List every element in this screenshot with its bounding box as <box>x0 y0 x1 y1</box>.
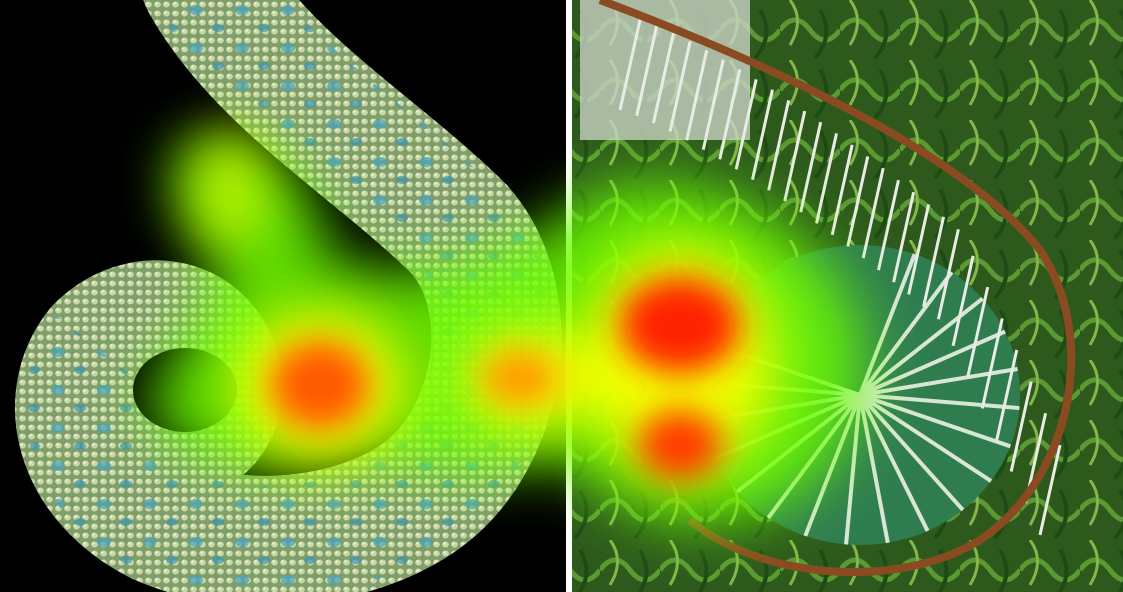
baluster <box>767 99 791 191</box>
step-edge <box>858 253 917 396</box>
baluster <box>995 349 1019 441</box>
heat-high <box>620 277 740 373</box>
baluster <box>830 144 854 236</box>
heat-high <box>482 350 558 406</box>
baluster <box>846 156 870 247</box>
baluster <box>936 228 960 320</box>
baluster <box>783 110 807 202</box>
baluster <box>877 179 900 271</box>
baluster <box>751 89 774 181</box>
baluster <box>951 255 975 347</box>
step-edge <box>858 393 965 512</box>
baluster <box>685 50 709 141</box>
step-edge <box>858 394 890 544</box>
step-edge <box>858 394 930 532</box>
baluster <box>1009 381 1033 472</box>
baluster <box>651 32 675 124</box>
baluster <box>734 79 758 170</box>
step-edge <box>859 393 1011 449</box>
step-edge <box>858 393 993 483</box>
baluster <box>966 286 990 378</box>
handrail <box>598 0 1076 576</box>
heat-high <box>638 410 722 480</box>
heat-mid <box>195 130 265 250</box>
baluster <box>635 25 659 117</box>
baluster <box>718 69 742 160</box>
baluster <box>980 318 1004 409</box>
heat-high <box>270 340 370 430</box>
step-edge <box>858 297 984 397</box>
baluster <box>922 216 946 308</box>
heat-red <box>270 277 740 480</box>
baluster <box>668 41 692 132</box>
baluster <box>861 167 885 259</box>
baluster <box>799 121 823 213</box>
step-edge <box>844 394 862 545</box>
step-edge <box>859 329 1006 397</box>
step-edge <box>858 270 954 397</box>
step-edge <box>859 393 1020 411</box>
heatmap <box>149 130 865 525</box>
baluster <box>1038 444 1062 536</box>
baluster <box>618 19 642 111</box>
baluster <box>907 204 931 295</box>
baluster <box>701 59 725 150</box>
baluster <box>892 191 916 283</box>
baluster <box>815 133 838 224</box>
